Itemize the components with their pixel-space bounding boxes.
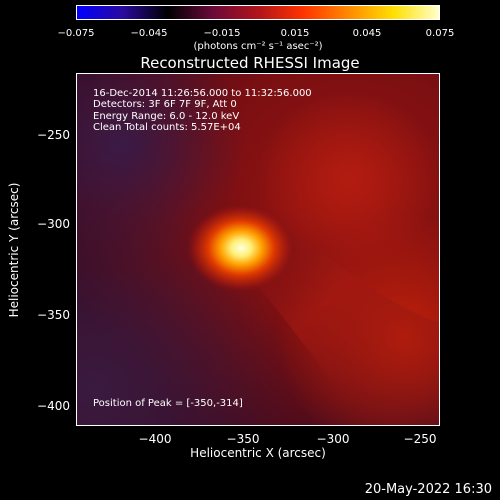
info-time-range: 16-Dec-2014 11:26:56.000 to 11:32:56.000 [93,88,312,99]
x-tick-label: −250 [403,432,437,446]
colorbar-tick: 0.015 [280,28,310,39]
x-tick-label: −400 [138,432,172,446]
y-tick-label: −300 [37,217,70,231]
y-tick-label: −250 [37,128,70,142]
info-energy-range: Energy Range: 6.0 - 12.0 keV [93,111,240,122]
colorbar-tick: −0.015 [203,28,241,39]
image-plot [76,73,440,426]
y-axis-label: Heliocentric Y (arcsec) [7,182,21,318]
x-tick-label: −350 [226,432,260,446]
peak-position: Position of Peak = [-350,-314] [93,398,243,409]
rhessi-image [77,74,439,425]
y-tick-label: −350 [37,308,70,322]
plot-title: Reconstructed RHESSI Image [140,54,360,72]
colorbar-tick: −0.075 [57,28,95,39]
date-stamp: 20-May-2022 16:30 [364,482,492,497]
colorbar-tick: 0.075 [425,28,455,39]
colorbar-tick: 0.045 [352,28,382,39]
colorbar-tick: −0.045 [130,28,168,39]
x-axis-label: Heliocentric X (arcsec) [190,446,326,460]
info-detectors: Detectors: 3F 6F 7F 9F, Att 0 [93,99,237,110]
info-counts: Clean Total counts: 5.57E+04 [93,122,241,133]
colorbar [76,5,440,20]
x-tick-label: −300 [316,432,350,446]
y-tick-label: −400 [37,399,70,413]
colorbar-units: (photons cm⁻² s⁻¹ asec⁻²) [193,41,323,52]
